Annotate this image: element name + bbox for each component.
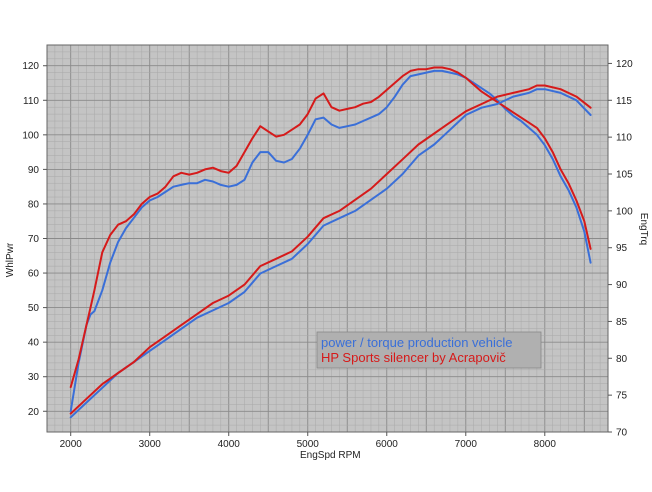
right-y-axis-title: EngTrq [638,213,649,245]
right-y-tick-label: 115 [616,96,632,107]
right-y-tick-label: 110 [616,133,632,144]
x-tick-label: 3000 [139,439,162,450]
tick-labels: 2000 3000 4000 5000 6000 7000 8000 20 30 40 50 60 70… [22,59,633,450]
legend-entry-acrapovic: HP Sports silencer by Acrapovič [321,350,506,365]
series-line-production-torque [69,88,592,419]
x-tick-label: 5000 [297,439,320,450]
left-y-tick-label: 40 [28,338,40,349]
left-y-tick-label: 100 [22,130,39,141]
right-y-tick-label: 75 [616,391,628,402]
x-axis-title: EngSpd RPM [300,450,361,461]
series-line-acrapovic-torque [69,84,592,415]
series-line-acrapovic-power [69,66,592,389]
left-y-tick-label: 50 [28,303,40,314]
right-y-tick-label: 100 [616,206,633,217]
legend: power / torque production vehicle HP Spo… [316,331,542,369]
right-y-tick-label: 80 [616,354,628,365]
left-y-tick-label: 110 [23,96,39,107]
left-y-tick-label: 120 [22,61,39,72]
x-tick-label: 7000 [455,439,478,450]
left-y-tick-label: 70 [28,234,40,245]
right-y-tick-label: 120 [616,59,633,70]
right-y-tick-label: 95 [616,243,628,254]
x-tick-label: 8000 [534,439,557,450]
right-y-tick-label: 90 [616,280,628,291]
left-y-tick-label: 30 [28,372,40,383]
right-y-tick-label: 105 [616,170,633,181]
legend-entry-production: power / torque production vehicle [321,335,513,350]
legend-box [316,331,542,369]
x-tick-label: 6000 [376,439,399,450]
right-y-tick-label: 85 [616,317,628,328]
left-y-tick-label: 20 [28,407,40,418]
grid [46,44,609,433]
left-y-tick-label: 80 [28,199,40,210]
left-y-axis-title: WhlPwr [5,242,16,277]
x-tick-label: 4000 [218,439,241,450]
x-tick-label: 2000 [60,439,83,450]
left-y-tick-label: 60 [28,269,40,280]
series-lines [69,66,592,419]
left-y-tick-label: 90 [28,165,40,176]
right-y-tick-label: 70 [616,428,628,439]
